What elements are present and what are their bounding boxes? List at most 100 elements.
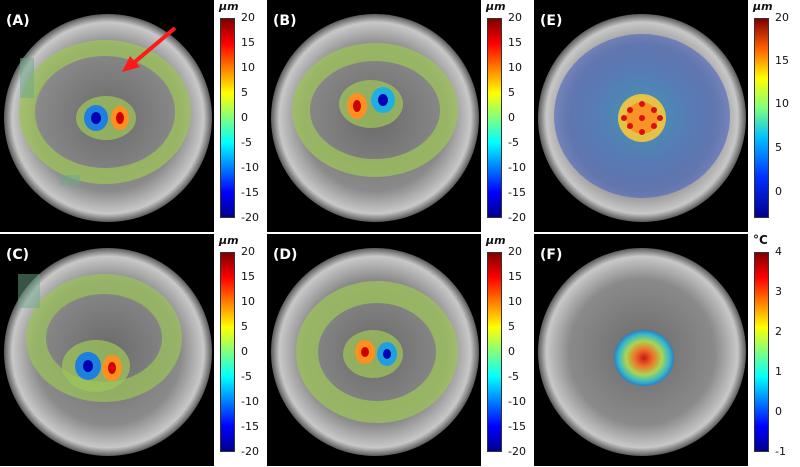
tick-label: 15: [241, 36, 255, 49]
tick-label: -20: [241, 211, 259, 224]
focal-point: [651, 123, 657, 129]
tick-label: 1: [775, 365, 782, 378]
tick-label: -20: [508, 211, 526, 224]
focal-point: [657, 115, 663, 121]
tick-label: 15: [508, 36, 522, 49]
negative-core: [383, 349, 391, 359]
mri-image-d: (D): [267, 234, 481, 466]
tick-label: 5: [241, 86, 248, 99]
temperature-overlay: [614, 330, 674, 386]
colorbar: [220, 18, 235, 218]
tick-label: 20: [241, 245, 255, 258]
tick-label: 10: [508, 61, 522, 74]
panel-label: (D): [273, 247, 298, 263]
colorbar: [220, 252, 235, 452]
colorbar-unit: μm: [486, 234, 506, 247]
tick-label: 15: [508, 270, 522, 283]
positive-core: [108, 362, 116, 374]
tick-label: -15: [241, 420, 259, 433]
tick-label: 10: [775, 97, 789, 110]
mri-image-b: (B): [267, 0, 481, 232]
tick-label: 0: [775, 185, 782, 198]
panel-label: (E): [540, 13, 563, 29]
focal-point: [627, 123, 633, 129]
tick-label: 10: [508, 295, 522, 308]
panel-c: (C) μm 20 15 10 5 0 -5 -10 -15 -20: [0, 234, 266, 467]
tick-label: -1: [775, 445, 786, 458]
tick-label: 0: [775, 405, 782, 418]
tick-label: -15: [508, 420, 526, 433]
ring-overlay: [292, 43, 458, 177]
negative-core: [91, 112, 101, 124]
tick-label: 2: [775, 325, 782, 338]
panel-f: (F) °C 4 3 2 1 0 -1: [534, 233, 800, 467]
noise-patch: [20, 58, 34, 98]
colorbar-unit: μm: [753, 0, 773, 13]
negative-core: [83, 360, 93, 372]
tick-label: 5: [508, 86, 515, 99]
focal-point: [621, 115, 627, 121]
tick-label: 0: [508, 345, 515, 358]
tick-label: -10: [508, 395, 526, 408]
tick-label: -10: [241, 161, 259, 174]
mri-image-f: (F): [534, 234, 748, 466]
tick-label: 20: [241, 11, 255, 24]
tick-label: -5: [241, 136, 252, 149]
ring-overlay: [296, 281, 458, 423]
panel-label: (C): [6, 247, 30, 263]
ring-overlay: [19, 40, 191, 184]
tick-label: -20: [241, 445, 259, 458]
tick-label: -20: [508, 445, 526, 458]
tick-label: 5: [775, 141, 782, 154]
tick-label: 5: [508, 320, 515, 333]
panel-label: (F): [540, 247, 563, 263]
tick-label: -10: [241, 395, 259, 408]
tick-label: 4: [775, 245, 782, 258]
positive-core: [361, 347, 369, 357]
focal-point: [639, 129, 645, 135]
tick-label: 20: [508, 245, 522, 258]
focal-point: [627, 107, 633, 113]
colorbar-unit: °C: [753, 233, 768, 247]
tick-label: 0: [241, 345, 248, 358]
tick-label: -15: [241, 186, 259, 199]
tick-label: -5: [508, 136, 519, 149]
positive-core: [353, 100, 361, 112]
panel-label: (A): [6, 13, 30, 29]
colorbar: [754, 252, 769, 452]
focal-point: [651, 107, 657, 113]
panel-label: (B): [273, 13, 297, 29]
focal-point: [639, 115, 645, 121]
tick-label: -5: [508, 370, 519, 383]
tick-label: 10: [241, 61, 255, 74]
mri-image-c: (C): [0, 234, 214, 466]
tick-label: 0: [508, 111, 515, 124]
tick-label: 15: [241, 270, 255, 283]
tick-label: 15: [775, 54, 789, 67]
colorbar-unit: μm: [219, 0, 239, 13]
mri-image-a: (A): [0, 0, 214, 232]
negative-core: [378, 94, 388, 106]
tick-label: 0: [241, 111, 248, 124]
tick-label: 20: [775, 11, 789, 24]
focal-point: [639, 101, 645, 107]
colorbar: [487, 18, 502, 218]
tick-label: -15: [508, 186, 526, 199]
panel-a: (A) μm 20 15 10 5 0 -5 -10 -15 -20: [0, 0, 266, 233]
positive-core: [116, 112, 124, 124]
tick-label: 10: [241, 295, 255, 308]
colorbar: [754, 18, 769, 218]
panel-b: (B) μm 20 15 10 5 0 -5 -10 -15 -20: [267, 0, 533, 233]
colorbar: [487, 252, 502, 452]
tick-label: 3: [775, 285, 782, 298]
tick-label: -10: [508, 161, 526, 174]
tick-label: 5: [241, 320, 248, 333]
ring-overlay: [26, 274, 182, 402]
noise-patch: [18, 274, 40, 308]
mri-image-e: (E): [534, 0, 748, 232]
arrow-shaft: [128, 26, 177, 68]
colorbar-unit: μm: [219, 234, 239, 247]
panel-d: (D) μm 20 15 10 5 0 -5 -10 -15 -20: [267, 234, 533, 467]
colorbar-unit: μm: [486, 0, 506, 13]
panel-e: (E) μm 20 15 10 5 0: [534, 0, 800, 233]
